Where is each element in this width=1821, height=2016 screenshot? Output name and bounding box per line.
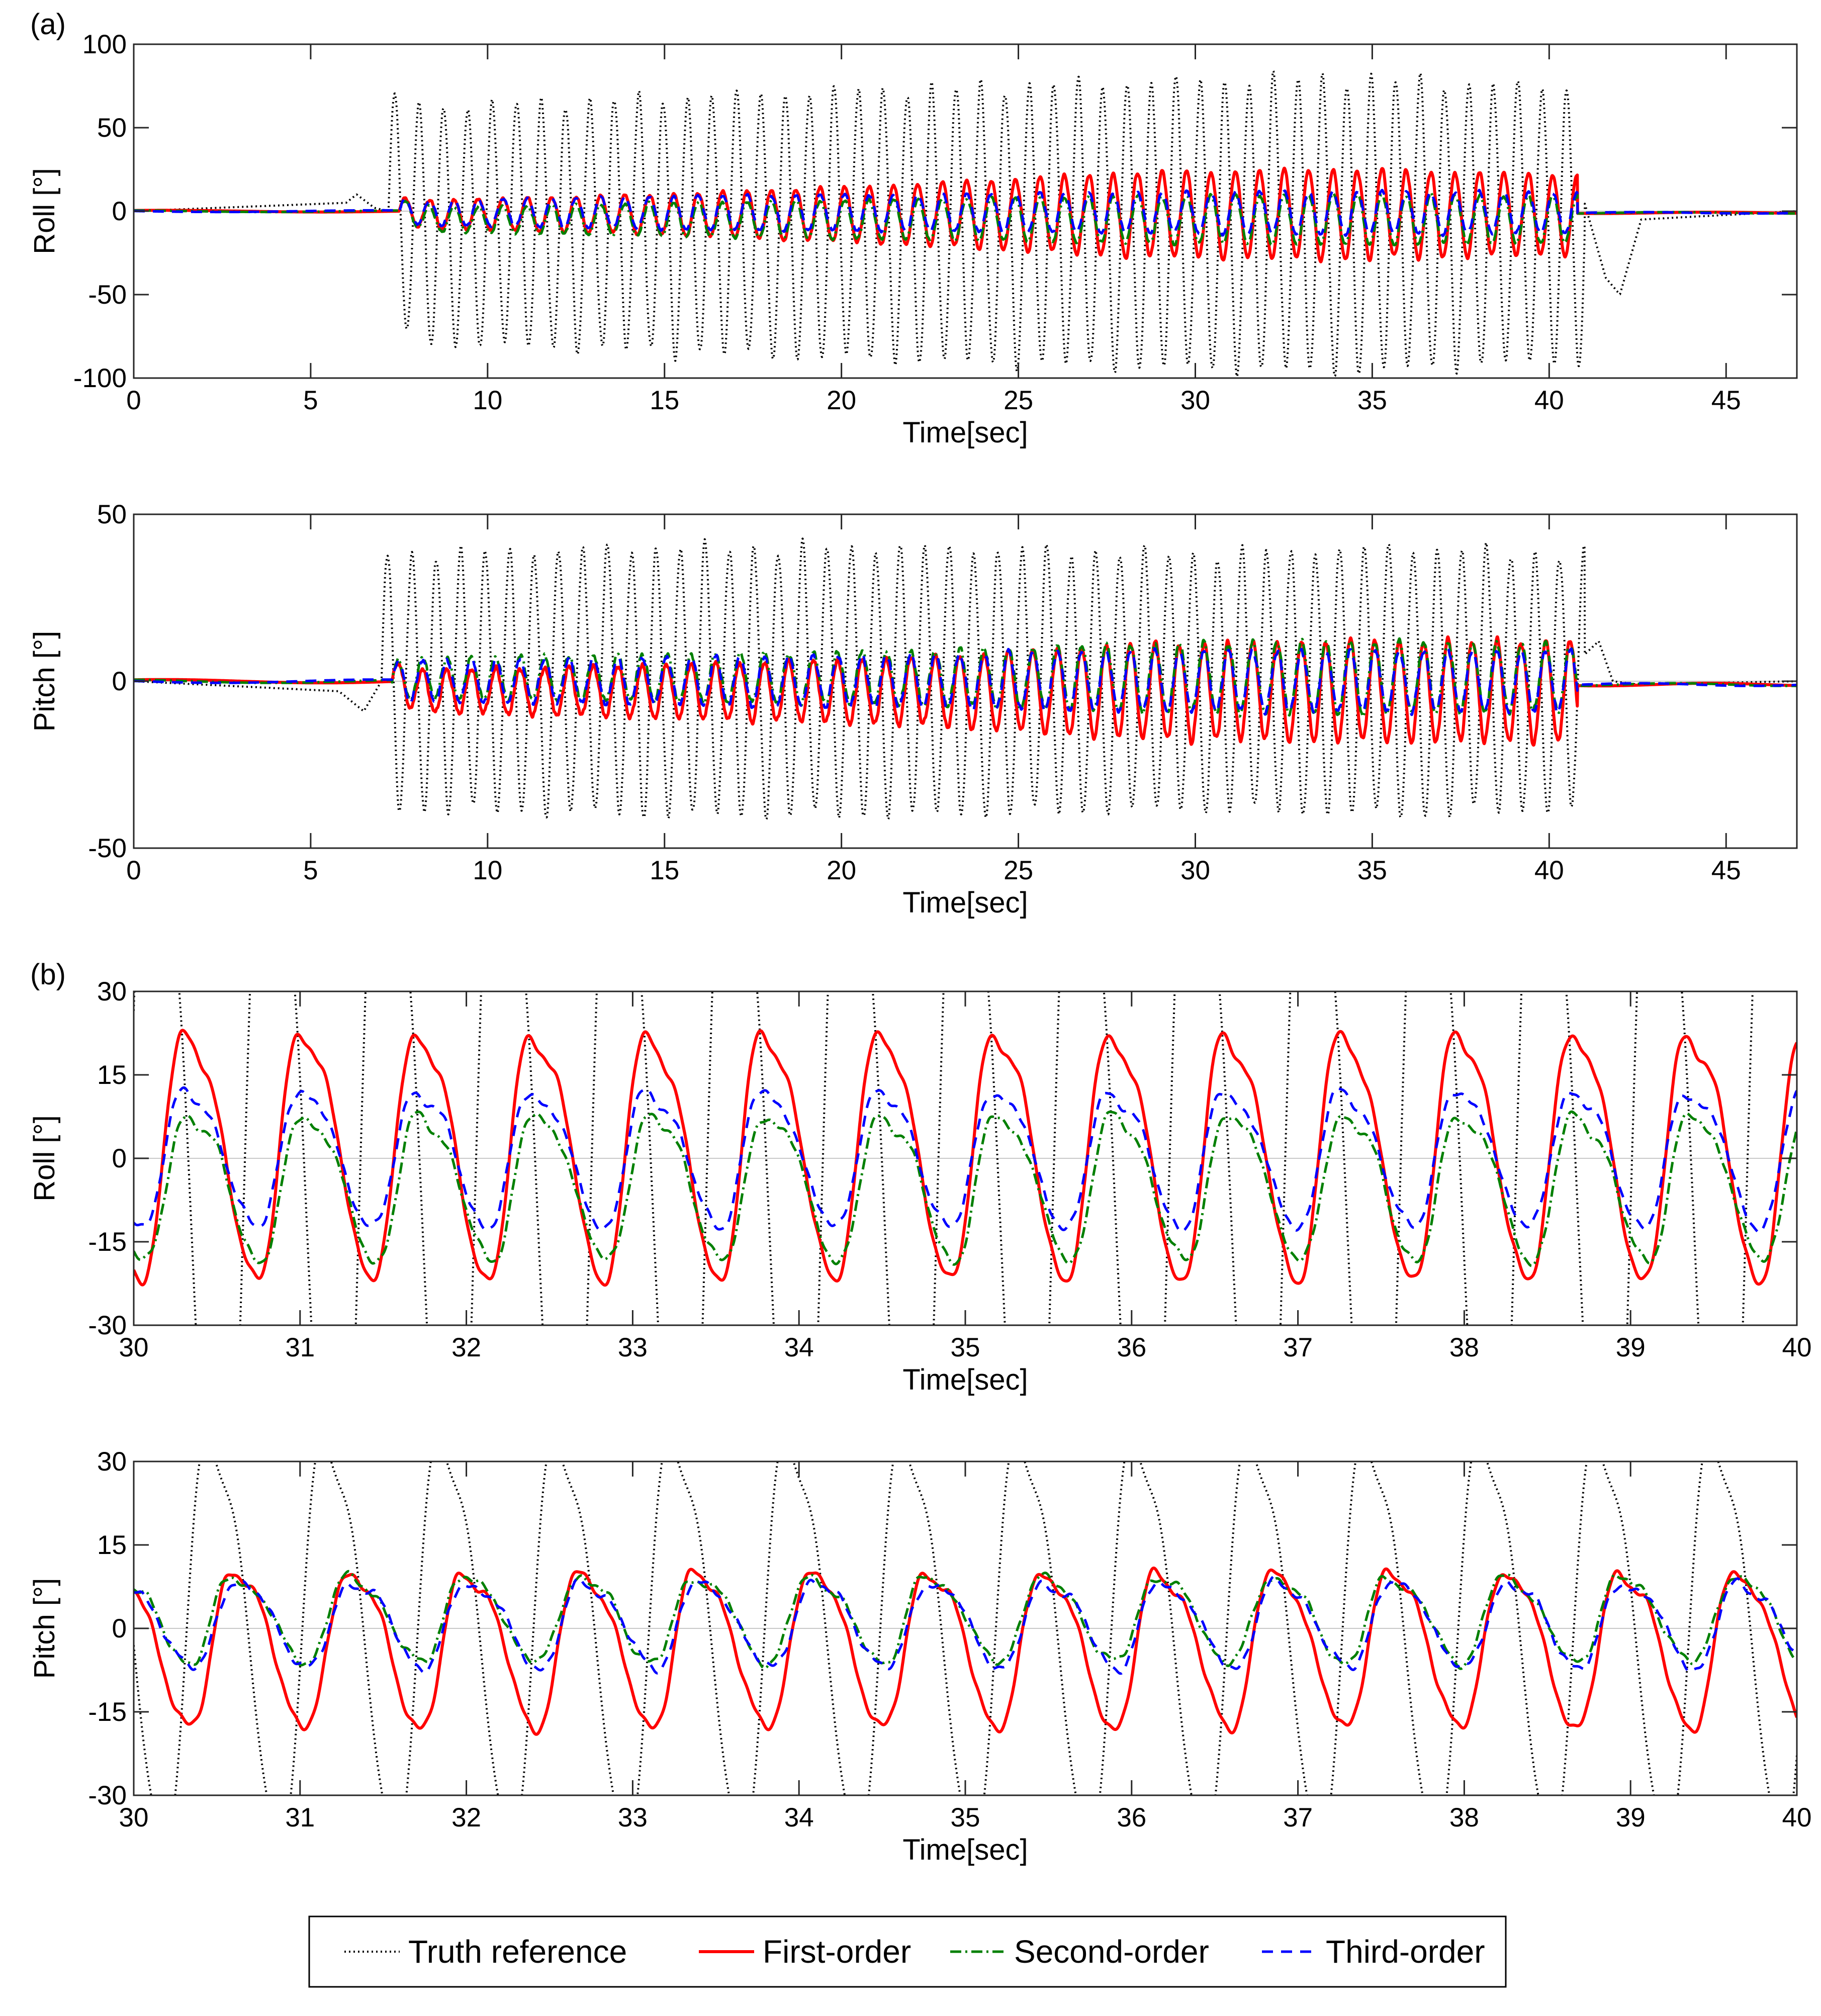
x-tick-label: 39 — [1616, 1803, 1646, 1832]
series-line-second — [134, 637, 1797, 718]
x-tick-label: 20 — [827, 856, 856, 885]
series-group — [134, 70, 1797, 378]
x-tick-label: 33 — [618, 1333, 648, 1362]
x-tick-label: 35 — [1357, 386, 1387, 415]
y-tick-label: 0 — [112, 667, 127, 696]
x-tick-label: 5 — [303, 386, 318, 415]
x-tick-label: 39 — [1616, 1333, 1646, 1362]
y-tick-label: 50 — [97, 113, 127, 143]
y-tick-label: 100 — [82, 30, 127, 59]
y-tick-label: 50 — [97, 500, 127, 529]
x-tick-label: 25 — [1004, 856, 1033, 885]
x-tick-label: 40 — [1534, 386, 1564, 415]
y-tick-label: -15 — [88, 1227, 127, 1257]
plot-b-roll: 30 31 32 33 34 35 36 37 38 39 40 -30 -15 0 15 30 Time[se… — [28, 977, 1812, 1396]
series-line-truth — [134, 70, 1797, 378]
series-group — [134, 991, 1797, 1325]
y-tick-label: -15 — [88, 1697, 127, 1727]
series-group — [134, 537, 1797, 820]
x-tick-label: 45 — [1711, 386, 1741, 415]
series-group — [134, 1461, 1797, 1795]
y-axis-label: Roll [°] — [28, 1115, 61, 1201]
series-line-second — [134, 191, 1797, 247]
legend-label-second: Second-order — [1014, 1934, 1209, 1970]
panel-label-b: (b) — [30, 958, 66, 991]
x-tick-label: 37 — [1283, 1333, 1313, 1362]
legend: Truth reference First-order Second-order… — [308, 1915, 1507, 1988]
legend-label-first: First-order — [763, 1934, 911, 1970]
x-tick-label: 35 — [951, 1333, 980, 1362]
x-tick-label: 0 — [126, 386, 141, 415]
legend-label-third: Third-order — [1326, 1934, 1485, 1970]
y-tick-label: 15 — [97, 1060, 127, 1090]
x-tick-label: 5 — [303, 856, 318, 885]
y-tick-label: 0 — [112, 1144, 127, 1173]
x-tick-label: 34 — [784, 1333, 814, 1362]
x-tick-label: 10 — [473, 856, 502, 885]
x-tick-label: 45 — [1711, 856, 1741, 885]
y-tick-label: 30 — [97, 977, 127, 1006]
x-tick-label: 33 — [618, 1803, 648, 1832]
x-tick-label: 40 — [1782, 1333, 1812, 1362]
series-line-third — [134, 189, 1797, 237]
x-tick-label: 30 — [119, 1333, 149, 1362]
y-tick-label: -30 — [88, 1311, 127, 1340]
x-tick-label: 20 — [827, 386, 856, 415]
x-axis-label: Time[sec] — [902, 1834, 1028, 1866]
y-axis-label: Pitch [°] — [28, 1578, 61, 1679]
x-tick-label: 38 — [1449, 1333, 1479, 1362]
x-tick-label: 0 — [126, 856, 141, 885]
x-tick-label: 15 — [650, 386, 679, 415]
x-tick-label: 38 — [1449, 1803, 1479, 1832]
x-tick-label: 35 — [951, 1803, 980, 1832]
series-line-second — [134, 1570, 1797, 1670]
x-tick-label: 32 — [451, 1333, 481, 1362]
y-tick-label: 0 — [112, 1614, 127, 1643]
y-axis-label: Pitch [°] — [28, 631, 61, 731]
x-tick-label: 30 — [1180, 856, 1210, 885]
y-tick-label: -50 — [88, 280, 127, 310]
y-axis-label: Roll [°] — [28, 168, 61, 254]
x-axis-label: Time[sec] — [902, 416, 1028, 449]
x-tick-label: 32 — [451, 1803, 481, 1832]
x-tick-label: 34 — [784, 1803, 814, 1832]
y-tick-label: 0 — [112, 197, 127, 226]
x-tick-label: 35 — [1357, 856, 1387, 885]
y-tick-label: -50 — [88, 834, 127, 863]
x-tick-label: 36 — [1117, 1803, 1146, 1832]
y-tick-label: -100 — [73, 363, 127, 393]
series-line-first — [134, 635, 1797, 747]
x-tick-label: 31 — [285, 1803, 315, 1832]
x-tick-label: 30 — [1180, 386, 1210, 415]
series-line-second — [134, 1110, 1797, 1267]
x-tick-label: 37 — [1283, 1803, 1313, 1832]
x-axis-label: Time[sec] — [902, 1363, 1028, 1396]
x-tick-label: 40 — [1782, 1803, 1812, 1832]
series-line-first — [134, 1029, 1797, 1287]
y-tick-label: 15 — [97, 1530, 127, 1560]
series-line-first — [134, 1567, 1797, 1736]
panel-label-a: (a) — [30, 8, 66, 41]
y-tick-label: 30 — [97, 1447, 127, 1477]
x-tick-label: 36 — [1117, 1333, 1146, 1362]
x-tick-label: 30 — [119, 1803, 149, 1832]
x-tick-label: 31 — [285, 1333, 315, 1362]
x-axis-label: Time[sec] — [902, 886, 1028, 919]
y-tick-label: -30 — [88, 1781, 127, 1810]
x-tick-label: 10 — [473, 386, 502, 415]
legend-label-truth: Truth reference — [408, 1934, 627, 1970]
plot-b-pitch: 30 31 32 33 34 35 36 37 38 39 40 -30 -15 0 15 30 Time[se… — [28, 1447, 1812, 1866]
x-tick-label: 40 — [1534, 856, 1564, 885]
plot-a-roll: 0 5 10 15 20 25 30 35 40 45 -100 -50 0 50 100 Time[sec]… — [28, 30, 1798, 449]
x-tick-label: 25 — [1004, 386, 1033, 415]
x-tick-label: 15 — [650, 856, 679, 885]
